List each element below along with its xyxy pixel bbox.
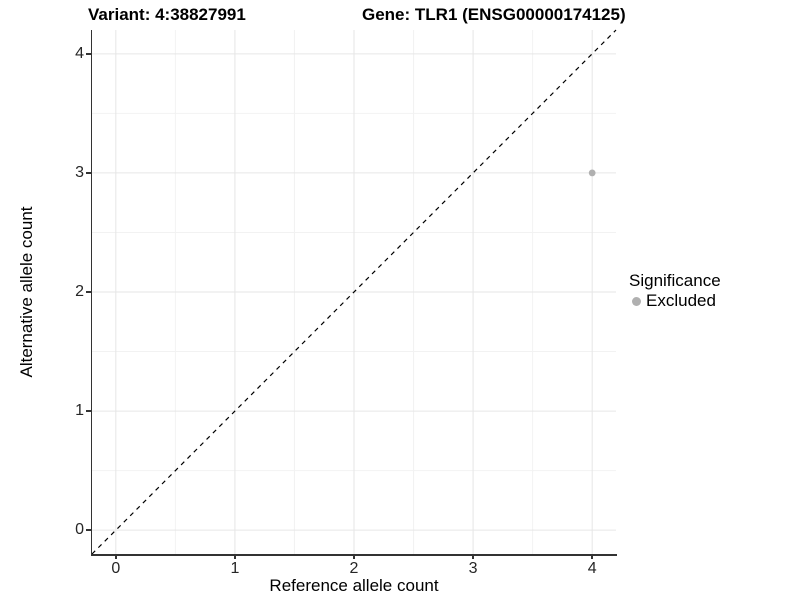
x-tick-mark [353, 554, 355, 559]
y-tick-label: 1 [75, 402, 84, 420]
x-tick-label: 2 [349, 560, 359, 577]
plot-panel [91, 29, 617, 555]
x-tick-label: 1 [230, 560, 240, 577]
legend-entry-label: Excluded [646, 291, 716, 310]
y-tick-label: 2 [75, 283, 84, 300]
y-tick-mark [86, 410, 91, 412]
y-tick-mark [86, 53, 91, 55]
y-tick-label: 0 [75, 521, 84, 539]
y-tick-label: 4 [75, 44, 84, 62]
plot-title-gene: Gene: TLR1 (ENSG00000174125) [362, 5, 626, 24]
y-axis-line [90, 30, 92, 556]
x-tick-label: 4 [587, 560, 597, 577]
y-tick-mark [86, 172, 91, 174]
legend-title: Significance [629, 271, 721, 290]
x-tick-mark [591, 554, 593, 559]
x-tick-mark [472, 554, 474, 559]
legend-entry-excluded: Excluded [629, 292, 721, 310]
x-tick-label: 3 [468, 560, 478, 577]
y-tick-label: 3 [75, 163, 84, 181]
x-axis-title: Reference allele count [269, 576, 439, 595]
plot-title-variant: Variant: 4:38827991 [88, 5, 246, 24]
plot-area-svg [91, 29, 617, 555]
data-point [588, 169, 596, 177]
legend: Significance Excluded [629, 271, 721, 310]
y-tick-mark [86, 529, 91, 531]
legend-key-dot-icon [632, 296, 641, 306]
y-axis-title: Alternative allele count [17, 206, 36, 378]
identity-dashed-line [91, 29, 617, 555]
x-tick-mark [234, 554, 236, 559]
x-tick-label: 0 [111, 560, 121, 577]
y-tick-mark [86, 291, 91, 293]
x-tick-mark [115, 554, 117, 559]
